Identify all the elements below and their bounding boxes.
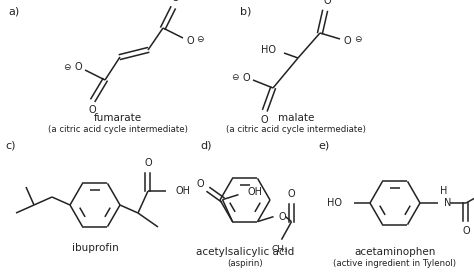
Text: d): d) (200, 140, 211, 150)
Text: O: O (323, 0, 331, 6)
Text: fumarate: fumarate (94, 113, 142, 123)
Text: acetylsalicylic acid: acetylsalicylic acid (196, 247, 294, 257)
Text: O: O (242, 73, 250, 83)
Text: O: O (171, 0, 179, 3)
Text: OH: OH (247, 187, 263, 197)
Text: O: O (279, 212, 286, 222)
Text: e): e) (318, 140, 329, 150)
Text: ⊖: ⊖ (63, 63, 71, 71)
Text: O: O (186, 36, 194, 46)
Text: HO: HO (261, 45, 276, 55)
Text: malate: malate (278, 113, 314, 123)
Text: OH: OH (176, 186, 191, 196)
Text: (a citric acid cycle intermediate): (a citric acid cycle intermediate) (48, 125, 188, 135)
Text: O: O (88, 105, 96, 115)
Text: (active ingredient in Tylenol): (active ingredient in Tylenol) (334, 258, 456, 268)
Text: ⊖: ⊖ (231, 73, 239, 83)
Text: (aspirin): (aspirin) (227, 258, 263, 268)
Text: O: O (197, 179, 204, 189)
Text: H: H (440, 186, 447, 196)
Text: a): a) (8, 7, 19, 17)
Text: O: O (288, 189, 295, 199)
Text: ⊖: ⊖ (196, 35, 204, 45)
Text: b): b) (240, 7, 251, 17)
Text: CH₃: CH₃ (271, 245, 288, 254)
Text: O: O (144, 158, 152, 168)
Text: O: O (260, 115, 268, 125)
Text: HO: HO (327, 198, 342, 208)
Text: ibuprofin: ibuprofin (72, 243, 118, 253)
Text: O: O (462, 226, 470, 236)
Text: acetaminophen: acetaminophen (354, 247, 436, 257)
Text: O: O (343, 36, 351, 46)
Text: (a citric acid cycle intermediate): (a citric acid cycle intermediate) (226, 125, 366, 135)
Text: O: O (74, 62, 82, 72)
Text: ⊖: ⊖ (354, 35, 362, 45)
Text: N: N (444, 198, 451, 208)
Text: c): c) (5, 140, 16, 150)
